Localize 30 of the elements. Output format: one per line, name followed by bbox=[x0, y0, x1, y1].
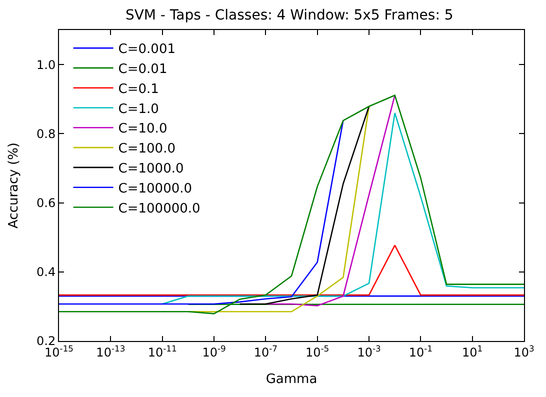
legend-label: C=1000.0 bbox=[118, 162, 184, 177]
x-tick-label: 10$^{-11}$ bbox=[148, 343, 177, 360]
legend-label: C=10000.0 bbox=[118, 181, 192, 196]
line-series bbox=[239, 106, 370, 305]
line-series bbox=[59, 120, 344, 305]
x-tick-label: 10$^{3}$ bbox=[514, 343, 534, 360]
chart-title: SVM - Taps - Classes: 4 Window: 5x5 Frames: 5 bbox=[125, 8, 454, 24]
x-axis-title: Gamma bbox=[266, 372, 318, 387]
y-tick-label: 0.2 bbox=[36, 334, 56, 348]
x-tick-label: 10$^{-7}$ bbox=[254, 343, 278, 360]
legend-label: C=100000.0 bbox=[118, 201, 200, 216]
y-tick-label: 0.8 bbox=[36, 126, 56, 141]
x-tick-label: 10$^{-3}$ bbox=[357, 343, 381, 360]
legend-label: C=0.1 bbox=[118, 82, 159, 97]
legend-label: C=0.01 bbox=[118, 62, 168, 78]
x-tick-label: 10$^{-13}$ bbox=[96, 343, 126, 360]
legend-label: C=0.001 bbox=[118, 42, 176, 58]
line-series bbox=[59, 94, 524, 314]
line-series bbox=[265, 94, 396, 306]
y-tick-label: 0.6 bbox=[36, 196, 56, 210]
legend-label: C=1.0 bbox=[118, 102, 159, 117]
y-tick-label: 1.0 bbox=[36, 58, 56, 72]
x-tick-label: 10$^{-1}$ bbox=[408, 343, 432, 360]
legend-label: C=100.0 bbox=[118, 142, 176, 157]
y-tick-label: 0.4 bbox=[36, 265, 56, 280]
legend-label: C=10.0 bbox=[118, 122, 168, 137]
x-tick-label: 10$^{-9}$ bbox=[202, 343, 226, 360]
y-axis-title: Accuracy (%) bbox=[6, 142, 22, 228]
x-tick-label: 10$^{-5}$ bbox=[306, 343, 330, 360]
x-tick-label: 10$^{1}$ bbox=[462, 343, 483, 360]
